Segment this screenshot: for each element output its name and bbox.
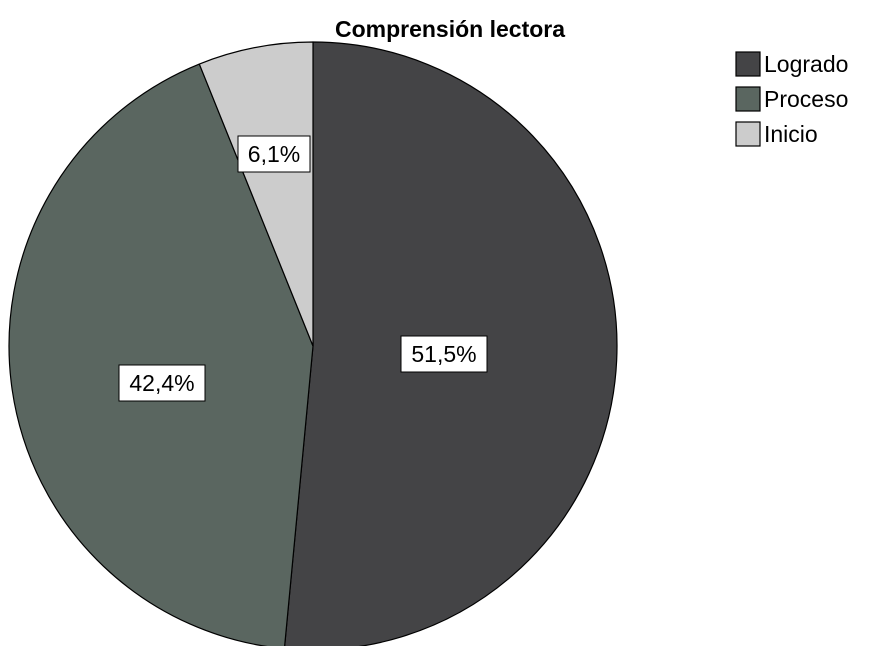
data-label-text: 6,1% bbox=[248, 141, 300, 167]
chart-legend: Logrado Proceso Inicio bbox=[735, 51, 848, 147]
data-label-proceso: 42,4% bbox=[118, 364, 206, 402]
data-label-inicio: 6,1% bbox=[237, 135, 311, 173]
legend-swatch bbox=[735, 86, 761, 112]
data-label-box bbox=[118, 364, 206, 402]
legend-label: Inicio bbox=[764, 121, 818, 147]
legend-label: Logrado bbox=[764, 51, 848, 77]
legend-item-proceso: Proceso bbox=[735, 86, 848, 112]
legend-swatch bbox=[735, 121, 761, 147]
data-label-text: 42,4% bbox=[129, 370, 194, 396]
data-label-box bbox=[400, 335, 488, 373]
data-label-box bbox=[237, 135, 311, 173]
legend-swatch bbox=[735, 51, 761, 77]
pie-slices bbox=[8, 41, 618, 651]
pie-slice-proceso bbox=[8, 63, 314, 650]
legend-item-logrado: Logrado bbox=[735, 51, 848, 77]
data-label-text: 51,5% bbox=[411, 341, 476, 367]
data-label-logrado: 51,5% bbox=[400, 335, 488, 373]
pie-data-labels: 51,5% 42,4% 6,1% bbox=[118, 135, 488, 402]
chart-title: Comprensión lectora bbox=[335, 16, 565, 42]
legend-label: Proceso bbox=[764, 86, 848, 112]
legend-item-inicio: Inicio bbox=[735, 121, 818, 147]
pie-slice-inicio bbox=[198, 41, 314, 347]
